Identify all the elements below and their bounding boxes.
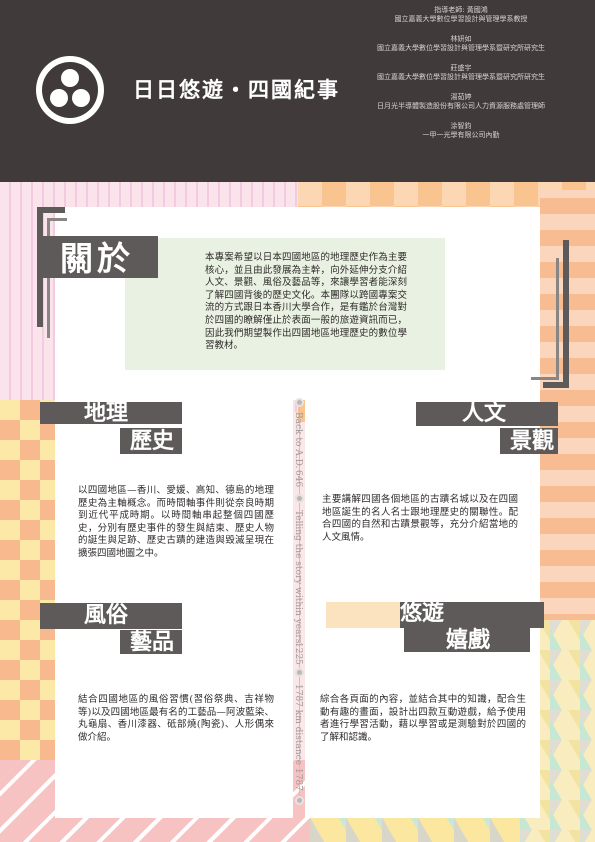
credit-item: 莊盛宇 國立嘉義大學數位學習設計與管理學系暨研究所研究生 [351, 64, 571, 82]
folk-title-band [40, 603, 182, 629]
right-bracket-inner-frame [531, 258, 559, 380]
credit-name: 指導老師: 黃國鴻 [434, 6, 488, 14]
timeline-label: 1787 [293, 768, 303, 791]
timeline-dot [295, 398, 304, 407]
credit-item: 湯茹婷 日月光半導體製造股份有限公司人力資源服務處管理師 [351, 93, 571, 111]
credit-role: 國立嘉義大學數位學習設計與管理學系暨研究所研究生 [377, 44, 545, 52]
folk-title: 風俗 [84, 602, 129, 628]
timeline-line [299, 398, 300, 798]
credit-name: 涂智鈞 [450, 122, 472, 130]
geo-title: 地理 [84, 400, 129, 426]
left-bracket-inner-frame [47, 218, 67, 338]
timeline-label: Back to A.D. [293, 412, 303, 469]
credit-item: 指導老師: 黃國鴻 國立嘉義大學數位學習設計與管理學系教授 [351, 6, 571, 24]
credit-name: 林妍如 [450, 35, 472, 43]
culture-title: 人文 [462, 400, 507, 426]
culture-subtitle-band [500, 428, 558, 454]
credit-name: 湯茹婷 [450, 93, 472, 101]
about-title-band [40, 236, 158, 278]
culture-subtitle: 景觀 [510, 428, 555, 454]
game-subtitle-band [404, 628, 530, 652]
credit-item: 涂智鈞 一甲一光學有限公司內勤 [351, 122, 571, 140]
geo-subtitle-band [120, 428, 182, 454]
culture-text: 主要講解四國各個地區的古蹟名城以及在四國地區誕生的名人名士跟地理歷史的關聯性。配… [322, 494, 518, 543]
tomoe-logo-icon [36, 56, 104, 124]
game-subtitle: 嬉戲 [446, 627, 491, 653]
credit-role: 日月光半導體製造股份有限公司人力資源服務處管理師 [377, 102, 545, 110]
credits-list: 指導老師: 黃國鴻 國立嘉義大學數位學習設計與管理學系教授 林妍如 國立嘉義大學… [351, 6, 571, 151]
game-title: 悠遊 [400, 600, 445, 626]
timeline-dot [295, 668, 304, 677]
game-title-band [400, 602, 544, 628]
folk-text: 結合四國地區的風俗習慣(習俗祭典、吉祥物等)以及四國地區最有名的工藝品—阿波藍染… [78, 694, 274, 743]
folk-subtitle: 藝品 [130, 629, 175, 655]
timeline-dot [295, 796, 304, 805]
site-title: 日日悠遊・四國紀事 [133, 77, 340, 102]
right-bracket-frame [543, 240, 569, 388]
about-text-panel [125, 238, 445, 370]
credit-item: 林妍如 國立嘉義大學數位學習設計與管理學系暨研究所研究生 [351, 35, 571, 53]
geo-text: 以四國地區—香川、愛媛、高知、德島的地理歷史為主軸概念。而時間軸事件則從奈良時期… [78, 485, 274, 559]
header: 日日悠遊・四國紀事 指導老師: 黃國鴻 國立嘉義大學數位學習設計與管理學系教授 … [0, 0, 595, 182]
geo-subtitle: 歷史 [130, 428, 175, 454]
timeline-label: Telling the story within years [293, 510, 303, 644]
geo-title-band [40, 402, 182, 424]
credit-name: 莊盛宇 [450, 64, 472, 72]
credit-role: 國立嘉義大學數位學習設計與管理學系教授 [394, 15, 528, 23]
timeline-label: 646 [293, 470, 303, 488]
timeline-label: 1787 km distance [293, 684, 303, 766]
timeline-dot [295, 494, 304, 503]
game-text: 綜合各頁面的內容，並結合其中的知識，配合生動有趣的畫面，設計出四款互動遊戲，給予… [320, 694, 526, 743]
folk-subtitle-band [120, 630, 182, 654]
about-text: 本專案希望以日本四國地區的地理歷史作為主要核心，並且由此發展為主幹，向外延伸分支… [205, 252, 407, 352]
timeline-label: 1225 [293, 642, 303, 665]
credit-role: 國立嘉義大學數位學習設計與管理學系暨研究所研究生 [377, 73, 545, 81]
about-title: 關於 [60, 239, 134, 278]
credit-role: 一甲一光學有限公司內勤 [422, 131, 500, 139]
culture-title-band [416, 402, 558, 426]
